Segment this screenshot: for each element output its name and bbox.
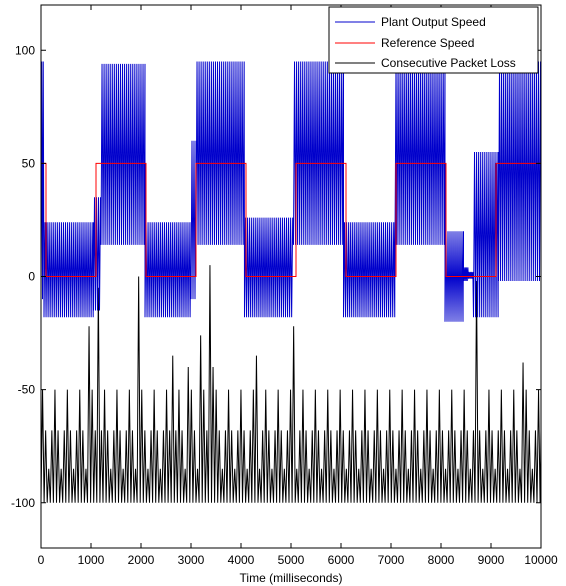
x-tick-label: 3000 <box>178 553 205 567</box>
x-tick-label: 6000 <box>328 553 355 567</box>
legend: Plant Output Speed Reference Speed Conse… <box>328 6 539 74</box>
y-tick-label: 50 <box>22 156 36 170</box>
legend-label-plant-output-speed: Plant Output Speed <box>381 15 486 29</box>
x-tick-label: 7000 <box>378 553 405 567</box>
series-line-plant-output-speed <box>40 61 542 322</box>
x-tick-label: 9000 <box>478 553 505 567</box>
x-tick-label: 10000 <box>524 553 558 567</box>
x-tick-label: 2000 <box>128 553 155 567</box>
y-tick-label: 0 <box>28 270 35 284</box>
x-tick-label: 4000 <box>228 553 255 567</box>
y-tick-label: 100 <box>15 43 35 57</box>
x-tick-label: 0 <box>38 553 45 567</box>
axes-layer: 0 1000 2000 3000 4000 5000 6000 7000 8000 9000 100… <box>11 5 558 567</box>
y-tick-label: -100 <box>11 496 35 510</box>
y-tick-label: -50 <box>18 383 36 397</box>
legend-label-consecutive-packet-loss: Consecutive Packet Loss <box>381 56 516 70</box>
legend-box <box>328 6 539 74</box>
legend-label-reference-speed: Reference Speed <box>381 36 474 50</box>
series-line-consecutive-packet-loss <box>40 265 542 503</box>
x-tick-label: 5000 <box>278 553 305 567</box>
x-tick-label: 1000 <box>78 553 105 567</box>
series-line-reference-speed <box>41 162 541 277</box>
series-layer <box>40 61 542 503</box>
x-axis-label: Time (milliseconds) <box>240 571 343 585</box>
x-tick-label: 8000 <box>428 553 455 567</box>
